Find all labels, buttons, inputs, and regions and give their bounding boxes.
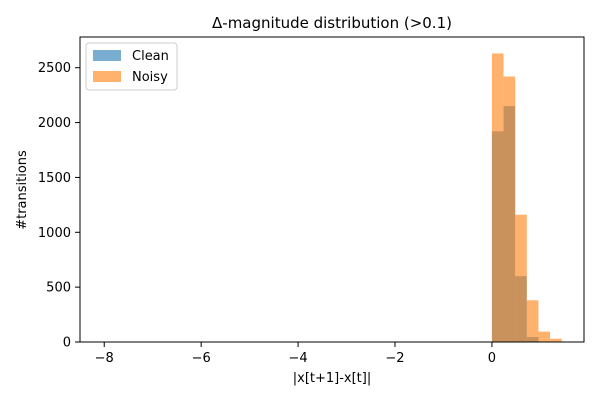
bar-noisy-2 (515, 214, 527, 342)
legend-label-noisy: Noisy (132, 70, 168, 85)
x-tick-label: −2 (385, 351, 404, 366)
chart-title: Δ-magnitude distribution (>0.1) (212, 14, 452, 32)
x-tick-label: 0 (488, 351, 496, 366)
y-tick-label: 0 (63, 336, 71, 351)
y-axis: 0 500 1000 1500 2000 2500 (38, 61, 80, 351)
bars-group (491, 53, 562, 343)
y-tick-label: 1500 (38, 171, 71, 186)
y-tick-label: 2500 (38, 61, 71, 76)
y-tick-label: 1000 (38, 226, 71, 241)
bar-noisy-0 (491, 53, 504, 342)
bar-noisy-5 (550, 338, 562, 342)
legend: Clean Noisy (85, 42, 178, 91)
bar-noisy-4 (538, 331, 551, 342)
y-tick-label: 2000 (38, 116, 71, 131)
bar-noisy-1 (503, 76, 516, 343)
legend-label-clean: Clean (132, 49, 169, 64)
bar-noisy-3 (526, 300, 539, 342)
legend-swatch-noisy (93, 71, 121, 82)
x-axis-label: |x[t+1]-x[t]| (293, 371, 371, 386)
y-axis-label: #transitions (15, 150, 30, 230)
x-tick-label: −8 (95, 351, 114, 366)
x-axis: −8 −6 −4 −2 0 (95, 342, 496, 366)
legend-swatch-clean (93, 50, 121, 61)
plot-frame (79, 36, 585, 343)
y-tick-label: 500 (46, 281, 71, 296)
x-tick-label: −6 (192, 351, 211, 366)
x-tick-label: −4 (288, 351, 307, 366)
